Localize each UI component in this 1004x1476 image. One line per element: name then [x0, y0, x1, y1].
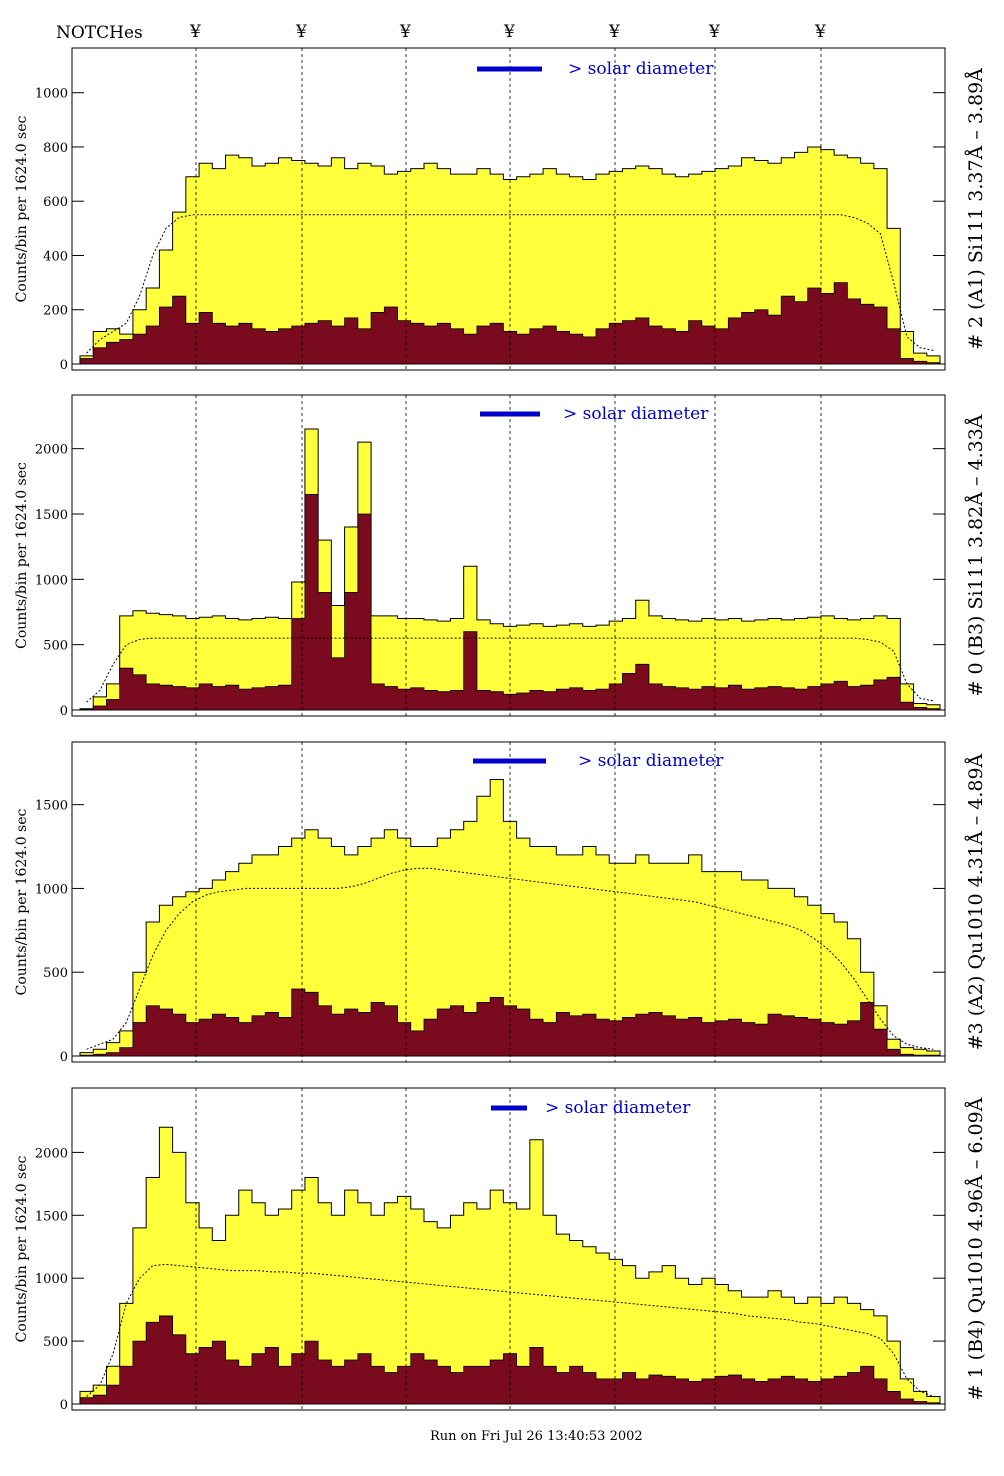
panel-0: 0 200 400 600 800 1000 Counts/bin per 1624.0 s… — [14, 47, 987, 373]
y-tick-label: 1000 — [35, 573, 68, 588]
detector-label: # 2 (A1) Si111 3.37Å – 3.89Å — [965, 68, 987, 350]
y-tick-label: 500 — [43, 966, 68, 981]
detector-label: # 1 (B4) Qu1010 4.96Å – 6.09Å — [965, 1097, 987, 1400]
solar-diameter-label: > solar diameter — [545, 1098, 691, 1118]
y-tick-label: 0 — [60, 1398, 68, 1413]
panel-3: 0 500 1000 1500 2000 Counts/bin per 1624.0 se… — [14, 1087, 987, 1413]
run-timestamp: Run on Fri Jul 26 13:40:53 2002 — [430, 1429, 643, 1444]
y-tick-label: 2000 — [35, 1146, 68, 1161]
y-tick-label: 200 — [43, 304, 68, 319]
panel-border — [71, 394, 946, 717]
model-curve — [86, 637, 934, 703]
notch-symbols: ¥ ¥ ¥ ¥ ¥ ¥ ¥ — [189, 22, 826, 42]
model-curve — [86, 867, 934, 1050]
y-tick-label: 1500 — [35, 1209, 68, 1224]
y-tick-label: 800 — [43, 141, 68, 156]
notch-symbol-2: ¥ — [399, 22, 411, 42]
y-tick-label: 1000 — [35, 882, 68, 897]
panel-border — [71, 47, 946, 371]
y-tick-label: 1000 — [35, 1272, 68, 1287]
notch-symbol-1: ¥ — [295, 22, 307, 42]
y-axis-label: Counts/bin per 1624.0 sec — [14, 1155, 30, 1342]
notch-symbol-4: ¥ — [608, 22, 620, 42]
y-tick-label: 1500 — [35, 508, 68, 523]
notch-symbol-6: ¥ — [814, 22, 826, 42]
y-tick-label: 600 — [43, 195, 68, 210]
background-counts-series — [79, 988, 941, 1057]
notch-symbol-5: ¥ — [708, 22, 720, 42]
solar-diameter-label: > solar diameter — [563, 404, 709, 424]
panel-border — [71, 1087, 946, 1411]
panel-2: 0 500 1000 1500 Counts/bin per 1624.0 sec #3 … — [14, 741, 987, 1065]
y-tick-label: 0 — [60, 704, 68, 719]
background-counts-series — [79, 493, 941, 711]
model-curve — [86, 214, 934, 354]
y-tick-label: 2000 — [35, 443, 68, 458]
solar-diameter-label: > solar diameter — [578, 751, 724, 771]
background-counts-series — [79, 282, 941, 365]
y-tick-label: 500 — [43, 639, 68, 654]
notch-symbol-3: ¥ — [503, 22, 515, 42]
solar-diameter-label: > solar diameter — [568, 59, 714, 79]
y-axis-label: Counts/bin per 1624.0 sec — [14, 808, 30, 995]
y-tick-label: 1500 — [35, 799, 68, 814]
panel-border — [71, 741, 946, 1063]
y-tick-label: 0 — [60, 1050, 68, 1065]
notch-symbol-0: ¥ — [189, 22, 201, 42]
y-tick-label: 1000 — [35, 87, 68, 102]
notches-label: NOTCHes — [56, 23, 143, 43]
y-tick-label: 500 — [43, 1335, 68, 1350]
y-axis-label: Counts/bin per 1624.0 sec — [14, 462, 30, 649]
detector-label: # 0 (B3) Si111 3.82Å – 4.33Å — [965, 414, 987, 696]
total-counts-series — [79, 146, 941, 365]
y-tick-label: 400 — [43, 249, 68, 264]
y-axis-label: Counts/bin per 1624.0 sec — [14, 115, 30, 302]
y-tick-label: 0 — [60, 358, 68, 373]
detector-label: #3 (A2) Qu1010 4.31Å – 4.89Å — [965, 753, 987, 1050]
chart-panels: 0 200 400 600 800 1000 Counts/bin per 1624.0 s… — [14, 47, 987, 1413]
panel-1: 0 500 1000 1500 2000 Counts/bin per 1624.0 se… — [14, 394, 987, 719]
